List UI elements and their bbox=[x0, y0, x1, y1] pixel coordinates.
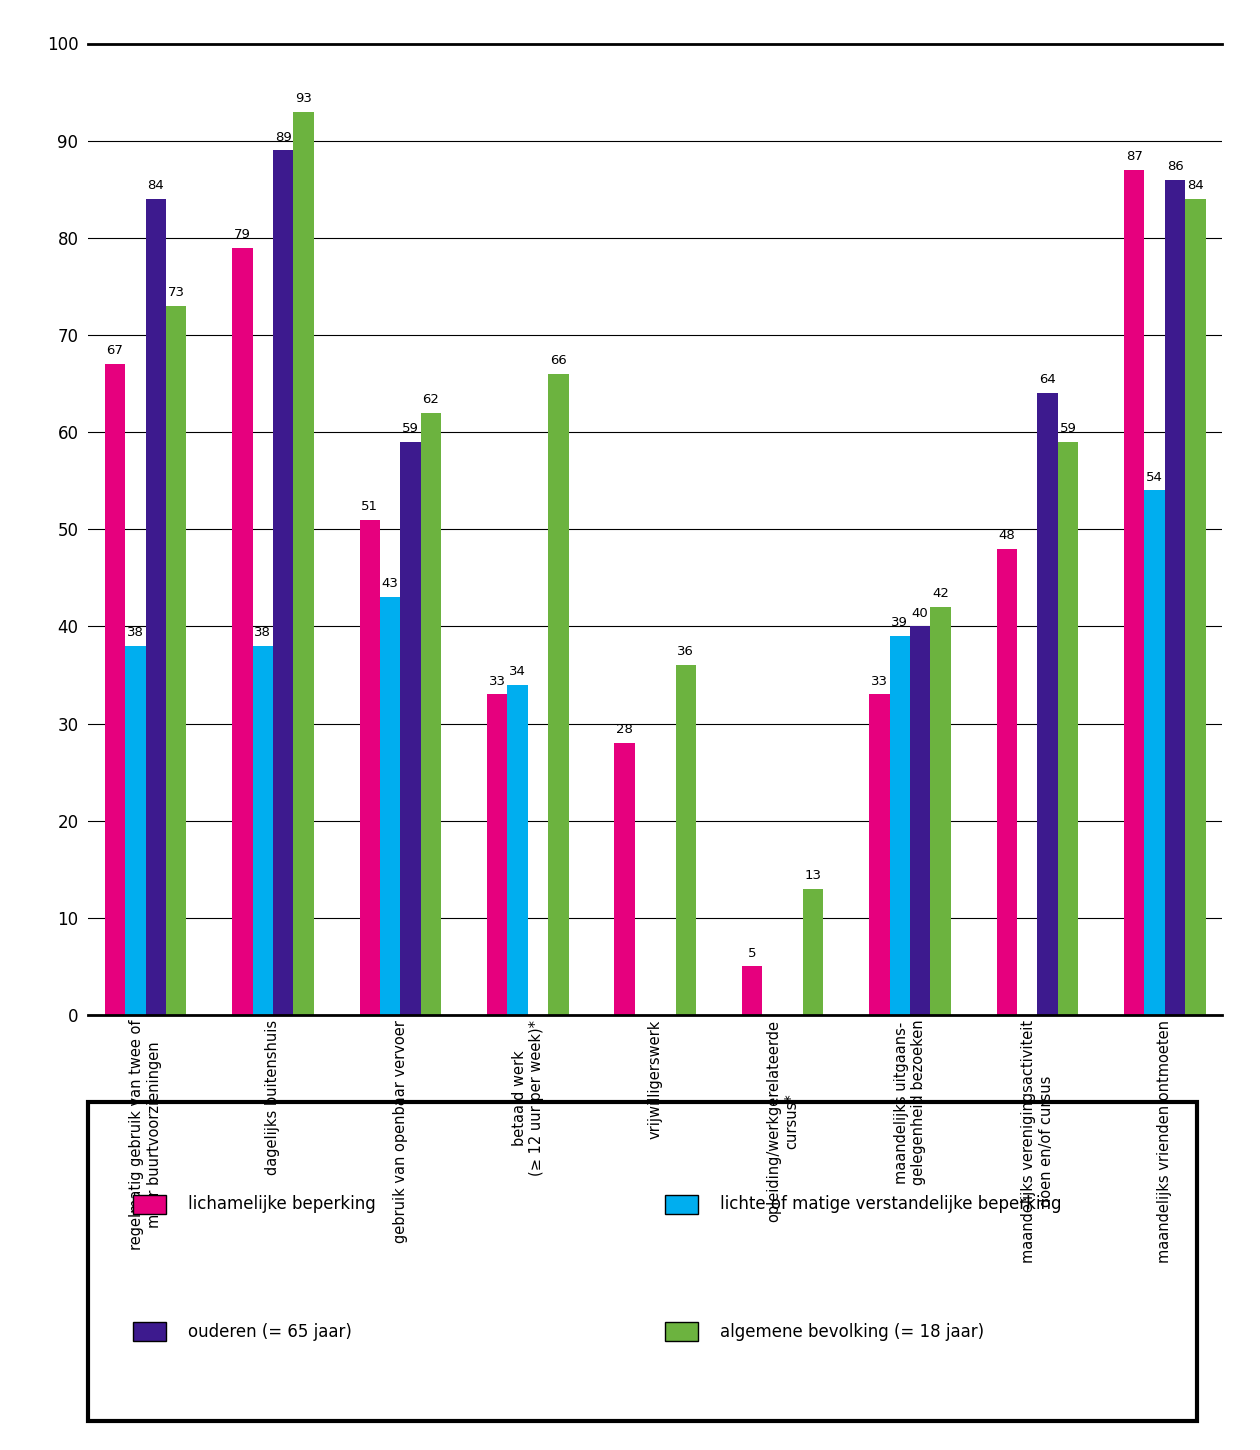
Bar bbox=[665, 1195, 698, 1214]
Text: 40: 40 bbox=[912, 606, 929, 619]
Text: 62: 62 bbox=[422, 393, 440, 406]
Bar bbox=[890, 637, 910, 1015]
Text: algemene bevolking (= 18 jaar): algemene bevolking (= 18 jaar) bbox=[721, 1322, 984, 1341]
Bar bbox=[1144, 490, 1164, 1015]
Bar bbox=[910, 626, 930, 1015]
Text: 51: 51 bbox=[362, 500, 378, 513]
Bar bbox=[252, 645, 273, 1015]
Text: lichte of matige verstandelijke beperking: lichte of matige verstandelijke beperkin… bbox=[721, 1195, 1062, 1214]
Text: 66: 66 bbox=[549, 354, 567, 367]
Text: 42: 42 bbox=[932, 587, 949, 600]
Bar bbox=[105, 364, 125, 1015]
Text: 38: 38 bbox=[255, 626, 271, 639]
Text: lichamelijke beperking: lichamelijke beperking bbox=[188, 1195, 375, 1214]
Text: 43: 43 bbox=[382, 577, 398, 590]
Bar bbox=[421, 413, 441, 1015]
Text: 84: 84 bbox=[147, 180, 164, 193]
Text: 89: 89 bbox=[275, 130, 291, 144]
Bar bbox=[273, 151, 294, 1015]
Text: 28: 28 bbox=[616, 724, 633, 737]
Bar bbox=[488, 695, 508, 1015]
Text: 39: 39 bbox=[891, 616, 908, 629]
Bar bbox=[125, 645, 146, 1015]
Bar bbox=[381, 597, 401, 1015]
Text: 84: 84 bbox=[1187, 180, 1203, 193]
Bar bbox=[401, 442, 421, 1015]
Text: 33: 33 bbox=[871, 674, 888, 687]
Text: 93: 93 bbox=[295, 91, 312, 104]
Bar bbox=[132, 1322, 166, 1341]
Text: 73: 73 bbox=[168, 286, 185, 299]
Text: 48: 48 bbox=[998, 529, 1016, 542]
Text: 79: 79 bbox=[234, 228, 251, 241]
Bar bbox=[997, 548, 1017, 1015]
Text: 33: 33 bbox=[489, 674, 505, 687]
Bar bbox=[665, 1322, 698, 1341]
Bar bbox=[1124, 170, 1144, 1015]
Text: 67: 67 bbox=[107, 344, 123, 357]
Bar bbox=[675, 666, 696, 1015]
Bar bbox=[1186, 199, 1206, 1015]
Text: ouderen (= 65 jaar): ouderen (= 65 jaar) bbox=[188, 1322, 352, 1341]
Bar bbox=[548, 374, 568, 1015]
Text: 64: 64 bbox=[1040, 374, 1056, 387]
Bar bbox=[508, 684, 528, 1015]
Bar bbox=[1037, 393, 1058, 1015]
Text: 5: 5 bbox=[747, 947, 756, 960]
Text: 87: 87 bbox=[1126, 149, 1143, 162]
Bar bbox=[1164, 180, 1186, 1015]
Bar bbox=[359, 519, 381, 1015]
Bar bbox=[232, 248, 252, 1015]
Bar bbox=[615, 742, 635, 1015]
Bar bbox=[132, 1195, 166, 1214]
Text: 38: 38 bbox=[127, 626, 144, 639]
Bar bbox=[1058, 442, 1079, 1015]
Text: 13: 13 bbox=[805, 869, 822, 882]
Text: 59: 59 bbox=[402, 422, 420, 435]
Bar bbox=[803, 889, 823, 1015]
Bar bbox=[166, 306, 186, 1015]
Text: 54: 54 bbox=[1147, 471, 1163, 484]
Text: 59: 59 bbox=[1060, 422, 1076, 435]
Bar bbox=[294, 112, 314, 1015]
Text: 34: 34 bbox=[509, 666, 525, 679]
Bar bbox=[869, 695, 890, 1015]
Text: 36: 36 bbox=[678, 645, 694, 658]
Bar bbox=[146, 199, 166, 1015]
Bar bbox=[930, 608, 951, 1015]
Text: 86: 86 bbox=[1167, 160, 1183, 173]
Bar bbox=[742, 967, 762, 1015]
